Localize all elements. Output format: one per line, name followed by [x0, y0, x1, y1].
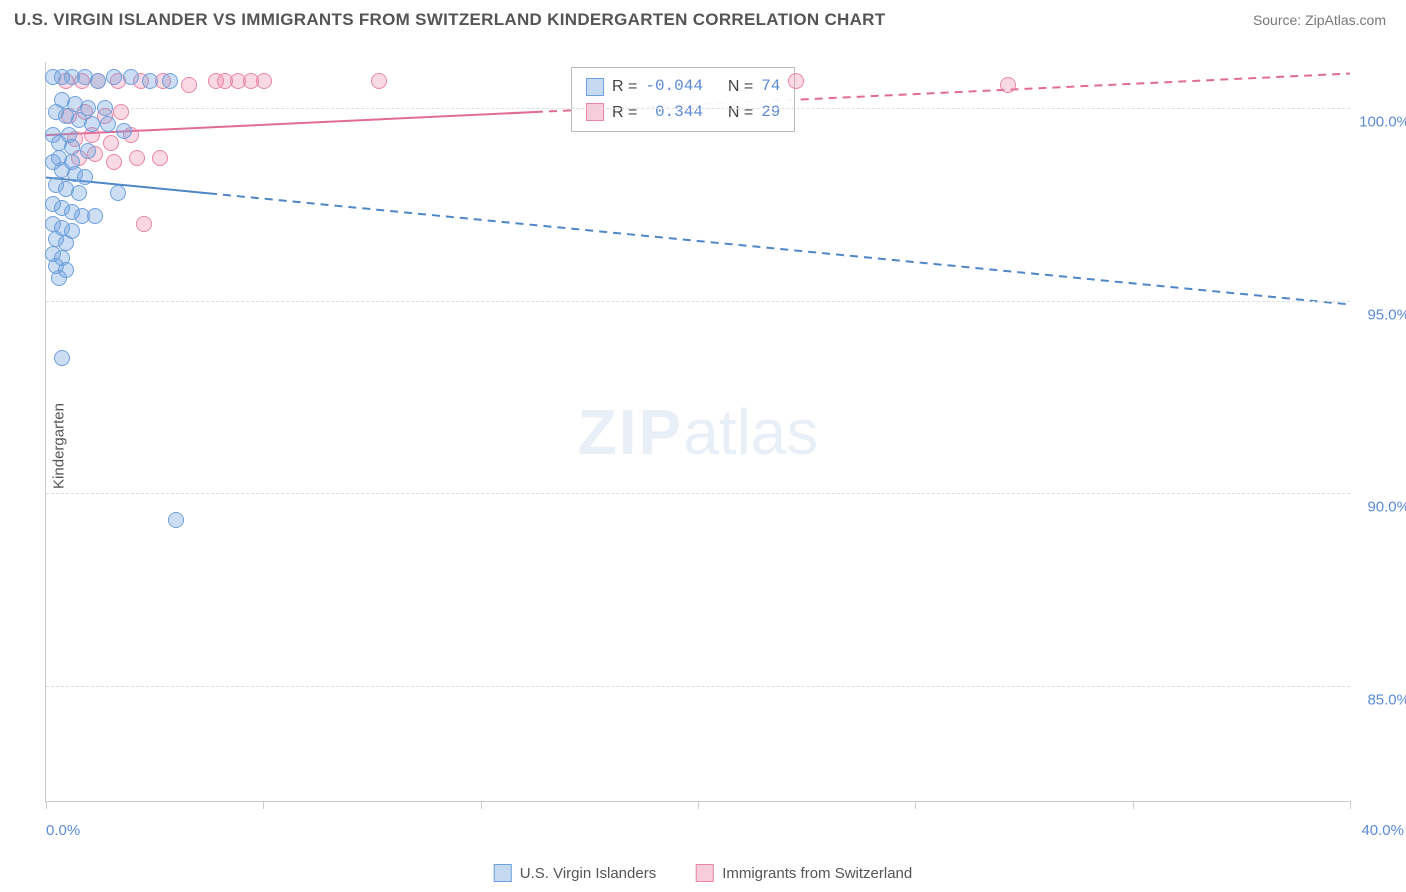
n-prefix: N = [728, 100, 753, 126]
x-tick-label-max: 40.0% [1361, 822, 1404, 839]
watermark-zip: ZIP [578, 396, 684, 468]
data-point-pink [181, 77, 197, 93]
x-tick [481, 801, 482, 809]
r-value-pink: 0.344 [645, 100, 703, 126]
n-value-pink: 29 [761, 100, 780, 126]
x-tick-label-min: 0.0% [46, 822, 80, 839]
swatch-blue [586, 78, 604, 96]
data-point-blue [58, 235, 74, 251]
legend-label-pink: Immigrants from Switzerland [722, 865, 912, 882]
y-tick-label: 90.0% [1367, 499, 1406, 516]
r-prefix: R = [612, 100, 637, 126]
legend-item-blue: U.S. Virgin Islanders [494, 864, 656, 882]
data-point-blue [90, 73, 106, 89]
data-point-blue [84, 116, 100, 132]
correlation-legend: R = -0.044 N = 74 R = 0.344 N = 29 [571, 67, 795, 132]
data-point-blue [80, 100, 96, 116]
data-point-blue [123, 69, 139, 85]
watermark-atlas: atlas [683, 396, 818, 468]
x-tick [263, 801, 264, 809]
n-prefix: N = [728, 74, 753, 100]
data-point-blue [61, 127, 77, 143]
legend-row-pink: R = 0.344 N = 29 [586, 100, 780, 126]
data-point-blue [87, 208, 103, 224]
swatch-blue [494, 864, 512, 882]
data-point-blue [45, 127, 61, 143]
trend-dashed-blue [209, 193, 1350, 304]
data-point-pink [136, 216, 152, 232]
n-value-blue: 74 [761, 74, 780, 100]
data-point-blue [100, 116, 116, 132]
legend-row-blue: R = -0.044 N = 74 [586, 74, 780, 100]
gridline-h [46, 686, 1350, 687]
data-point-blue [97, 100, 113, 116]
source-attribution: Source: ZipAtlas.com [1253, 12, 1386, 28]
data-point-pink [1000, 77, 1016, 93]
data-point-blue [64, 154, 80, 170]
data-point-blue [71, 185, 87, 201]
data-point-blue [142, 73, 158, 89]
watermark: ZIPatlas [578, 395, 819, 469]
data-point-blue [51, 270, 67, 286]
data-point-pink [371, 73, 387, 89]
data-point-pink [103, 135, 119, 151]
legend-item-pink: Immigrants from Switzerland [696, 864, 912, 882]
trend-lines [46, 62, 1350, 801]
data-point-blue [162, 73, 178, 89]
data-point-blue [168, 512, 184, 528]
gridline-h [46, 301, 1350, 302]
x-tick [46, 801, 47, 809]
data-point-pink [152, 150, 168, 166]
scatter-chart: ZIPatlas R = -0.044 N = 74 R = 0.344 N =… [45, 62, 1350, 802]
gridline-h [46, 493, 1350, 494]
series-legend: U.S. Virgin Islanders Immigrants from Sw… [494, 864, 913, 882]
r-prefix: R = [612, 74, 637, 100]
data-point-pink [256, 73, 272, 89]
data-point-blue [54, 350, 70, 366]
x-tick [1350, 801, 1351, 809]
y-tick-label: 100.0% [1359, 114, 1406, 131]
swatch-pink [696, 864, 714, 882]
y-tick-label: 95.0% [1367, 306, 1406, 323]
data-point-blue [80, 143, 96, 159]
swatch-pink [586, 103, 604, 121]
x-tick [698, 801, 699, 809]
y-tick-label: 85.0% [1367, 691, 1406, 708]
x-tick [1133, 801, 1134, 809]
data-point-pink [113, 104, 129, 120]
legend-label-blue: U.S. Virgin Islanders [520, 865, 656, 882]
r-value-blue: -0.044 [645, 74, 703, 100]
data-point-pink [788, 73, 804, 89]
data-point-blue [77, 169, 93, 185]
data-point-pink [129, 150, 145, 166]
chart-title: U.S. VIRGIN ISLANDER VS IMMIGRANTS FROM … [14, 10, 885, 30]
data-point-pink [106, 154, 122, 170]
data-point-blue [106, 69, 122, 85]
x-tick [915, 801, 916, 809]
gridline-h [46, 108, 1350, 109]
data-point-blue [116, 123, 132, 139]
data-point-blue [110, 185, 126, 201]
